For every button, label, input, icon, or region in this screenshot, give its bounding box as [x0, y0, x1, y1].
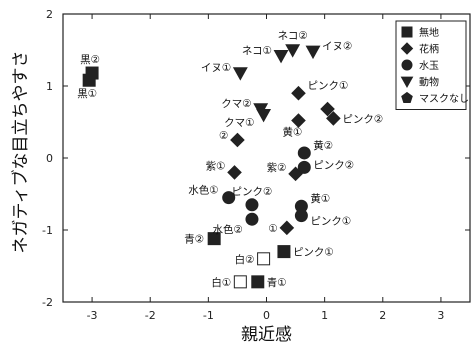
- point-label: 紫①: [206, 160, 226, 172]
- point-label: 黄②: [313, 139, 333, 152]
- data-point-circle: [222, 191, 236, 205]
- point-label: ネコ①: [242, 45, 272, 57]
- point-label: ピンク②: [232, 186, 273, 198]
- point-label: 白①: [211, 276, 231, 289]
- data-point-diamond: [227, 165, 242, 180]
- point-label: ②: [219, 130, 228, 142]
- x-tick-label: -1: [203, 309, 214, 322]
- data-point-triangle-down: [305, 45, 321, 60]
- legend-marker-diamond: [400, 42, 414, 55]
- point-label: ピンク①: [310, 216, 351, 228]
- legend-marker-pentagon: [401, 91, 413, 103]
- legend-entry: 動物: [419, 76, 439, 89]
- ticks-layer: -3 -2 -1 0 1 2 3 -2 -1 0 1 2: [42, 8, 470, 322]
- x-tick-label: -2: [145, 309, 156, 322]
- point-label: イヌ②: [322, 40, 352, 52]
- y-tick-label: 1: [46, 80, 53, 93]
- data-point-triangle-down: [256, 109, 272, 123]
- y-tick-label: 2: [46, 8, 53, 21]
- x-tick-label: 3: [437, 309, 444, 322]
- data-point-square: [251, 275, 265, 289]
- data-point-square: [207, 232, 221, 246]
- data-point-diamond: [279, 220, 295, 236]
- data-point-circle: [297, 160, 311, 174]
- legend-entry: 花柄: [419, 43, 439, 56]
- point-label: 黒②: [80, 54, 100, 66]
- point-label: ①: [268, 223, 277, 235]
- point-label: 水色②: [213, 223, 243, 236]
- data-point-diamond: [326, 111, 341, 126]
- point-label: 白②: [235, 253, 255, 266]
- data-point-square: [277, 245, 291, 259]
- legend-entry: 水玉: [419, 60, 439, 72]
- data-point-diamond: [291, 113, 306, 128]
- x-tick-label: -3: [87, 309, 98, 322]
- point-label: ピンク①: [307, 80, 348, 92]
- data-point-diamond: [291, 85, 306, 101]
- data-point-diamond: [320, 101, 335, 117]
- points-layer: [82, 44, 341, 289]
- legend-marker-square: [401, 26, 413, 38]
- legend-marker-triangle-down: [400, 76, 414, 89]
- point-label: クマ①: [224, 117, 254, 129]
- data-point-triangle-down: [285, 44, 301, 58]
- point-label: 水色①: [188, 184, 218, 197]
- data-point-circle: [245, 212, 259, 226]
- data-point-square: [233, 275, 247, 289]
- data-point-square: [82, 73, 96, 87]
- data-point-triangle-down: [273, 49, 289, 64]
- x-tick-label: 2: [379, 309, 386, 322]
- point-label: ピンク②: [313, 159, 354, 171]
- data-point-triangle-down: [232, 67, 248, 81]
- legend-entry: マスクなし: [419, 93, 469, 105]
- x-tick-label: 0: [263, 309, 270, 322]
- legend-marker-circle: [401, 59, 413, 71]
- y-tick-label: 0: [46, 152, 53, 165]
- y-tick-label: -1: [42, 224, 53, 237]
- legend-entry: 無地: [419, 26, 439, 39]
- point-label: 青②: [184, 233, 204, 246]
- data-point-square: [257, 252, 271, 266]
- point-label: 黒①: [77, 88, 97, 100]
- data-point-circle: [297, 146, 311, 160]
- point-labels-layer: 黒② 黒① 青② 青① 白① 白② ピンク① ピンク① ピンク② 黄① ② 紫① 紫② ① 黄② ピンク② 水色…: [77, 30, 383, 289]
- point-label: 青①: [267, 276, 287, 289]
- point-label: 黄①: [310, 192, 330, 205]
- x-axis-label: 親近感: [241, 325, 292, 345]
- point-label: クマ②: [221, 98, 251, 110]
- point-label: イヌ①: [201, 62, 231, 74]
- y-axis-label: ネガティブな目立ちやすさ: [10, 51, 31, 254]
- data-point-circle: [245, 198, 259, 212]
- data-point-diamond: [230, 132, 245, 148]
- point-label: ネコ②: [278, 30, 308, 42]
- point-label: 紫②: [267, 162, 287, 174]
- y-tick-label: -2: [42, 296, 53, 309]
- data-point-circle: [294, 209, 308, 223]
- point-label: ピンク①: [293, 247, 334, 259]
- x-tick-label: 1: [321, 309, 328, 322]
- point-label: 黄①: [283, 126, 303, 139]
- point-label: ピンク②: [342, 113, 383, 125]
